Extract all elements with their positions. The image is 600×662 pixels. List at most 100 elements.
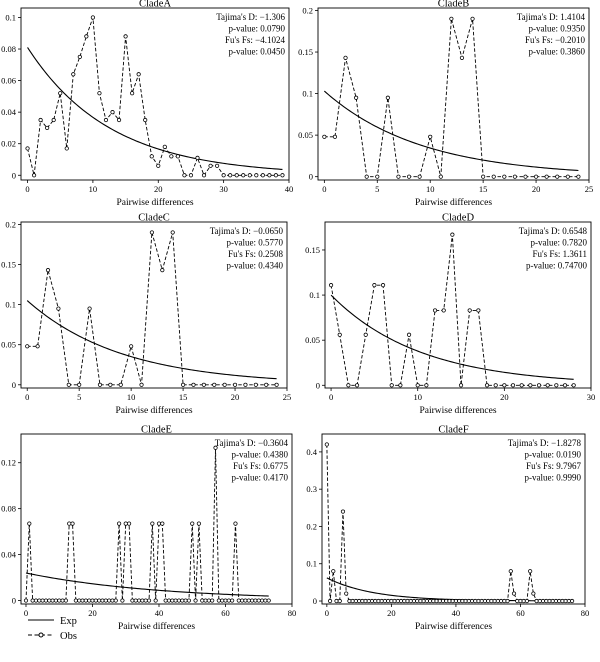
observed-point [77, 382, 82, 387]
observed-point [129, 344, 134, 349]
observed-point [170, 230, 175, 235]
y-tick-label: 0.2 [302, 5, 313, 15]
x-axis-label: Pairwise differences [419, 405, 496, 416]
chart-panel-cladee: CladeE 0 20 40 60 80 0 0.04 0.08 0.12 Pairwise dif… [1, 425, 296, 633]
observed-point [213, 445, 218, 450]
observed-point [327, 598, 333, 604]
observed-point [100, 598, 105, 603]
observed-point [346, 383, 351, 388]
y-tick-label: 0.08 [1, 44, 16, 54]
y-tick-label: 0 [313, 596, 317, 606]
observed-point [576, 174, 581, 179]
observed-point [53, 598, 59, 603]
chart-title: CladeE [141, 425, 172, 436]
stat-line: p-value: 0.4340 [227, 261, 284, 271]
observed-point [160, 521, 165, 526]
observed-point [195, 155, 200, 161]
stat-line: Tajima's D: −0.3604 [215, 438, 289, 448]
observed-point [163, 598, 168, 603]
observed-point [175, 154, 180, 159]
y-tick-label: 0.04 [1, 107, 17, 117]
stat-line: Tajima's D: −0.0650 [210, 226, 284, 236]
observed-point [396, 174, 401, 179]
observed-point [97, 91, 102, 96]
observed-point [149, 154, 154, 159]
observed-point [50, 598, 55, 603]
stat-line: p-value: 0.0450 [229, 47, 286, 57]
observed-point [206, 598, 211, 603]
x-tick-label: 80 [581, 608, 590, 618]
observed-point [107, 598, 112, 603]
legend-exp-label: Exp [60, 616, 77, 627]
observed-point [519, 383, 524, 388]
observed-point [25, 344, 30, 349]
observed-point [562, 383, 568, 388]
observed-point [565, 174, 570, 179]
observed-point [97, 598, 102, 603]
stat-line: Fu's Fs: 1.3611 [532, 249, 587, 259]
observed-point [502, 174, 507, 179]
observed-point [493, 383, 498, 388]
stat-line: Fu's Fs: 0.2508 [228, 249, 283, 259]
y-tick-label: 0.05 [305, 335, 320, 345]
observed-point [249, 598, 255, 603]
x-tick-label: 15 [479, 184, 488, 194]
plot-frame [321, 433, 586, 605]
observed-point [130, 91, 135, 96]
observed-point [243, 382, 248, 387]
observed-point [182, 173, 187, 178]
observed-point [83, 598, 88, 603]
observed-point [441, 308, 446, 313]
observed-point [64, 146, 69, 151]
observed-point [130, 598, 135, 603]
observed-point [372, 283, 377, 288]
observed-point [139, 382, 144, 387]
observed-point [260, 173, 265, 178]
observed-point [354, 383, 360, 388]
observed-point [40, 598, 45, 603]
observed-point [344, 591, 349, 596]
observed-point [30, 598, 35, 603]
x-tick-label: 10 [426, 184, 435, 194]
observed-point [246, 598, 251, 603]
expected-curve [25, 572, 269, 597]
y-tick-label: 0.02 [1, 139, 16, 149]
observed-point [153, 598, 158, 603]
y-tick-label: 0.15 [305, 245, 320, 255]
x-tick-label: 20 [154, 184, 163, 194]
observed-point [510, 383, 516, 388]
observed-point [136, 72, 141, 77]
y-tick-label: 0.3 [306, 484, 317, 494]
observed-point [459, 55, 465, 60]
x-tick-label: 60 [221, 608, 230, 618]
observed-point [428, 134, 433, 139]
observed-point [150, 521, 155, 526]
x-tick-label: 25 [283, 392, 292, 402]
observed-point [38, 117, 43, 123]
expected-curve [323, 90, 579, 172]
observed-point [25, 146, 30, 151]
observed-point [120, 598, 125, 603]
observed-point [241, 173, 246, 178]
observed-point [354, 95, 359, 100]
observed-point [332, 134, 338, 139]
observed-point [191, 382, 196, 387]
x-tick-label: 0 [24, 608, 28, 618]
observed-point [108, 382, 113, 387]
stat-line: Tajima's D: −1.306 [216, 12, 285, 22]
observed-point [528, 569, 533, 574]
observed-point [536, 383, 542, 388]
observed-point [322, 134, 327, 139]
stat-line: p-value: 0.5770 [227, 238, 284, 248]
y-tick-label: 0 [12, 380, 16, 390]
observed-point [123, 521, 128, 526]
chart-panel-cladea: CladeA 0 10 20 30 40 0 0.02 0.04 0.06 0.08 0.1 Pairw… [1, 0, 293, 208]
observed-point [364, 174, 369, 179]
x-tick-label: 20 [532, 184, 541, 194]
observed-point [508, 569, 513, 574]
observed-point [77, 54, 82, 60]
observed-point [253, 382, 258, 387]
y-tick-label: 0.1 [309, 290, 320, 300]
observed-point [555, 174, 560, 179]
observed-point [166, 598, 172, 603]
